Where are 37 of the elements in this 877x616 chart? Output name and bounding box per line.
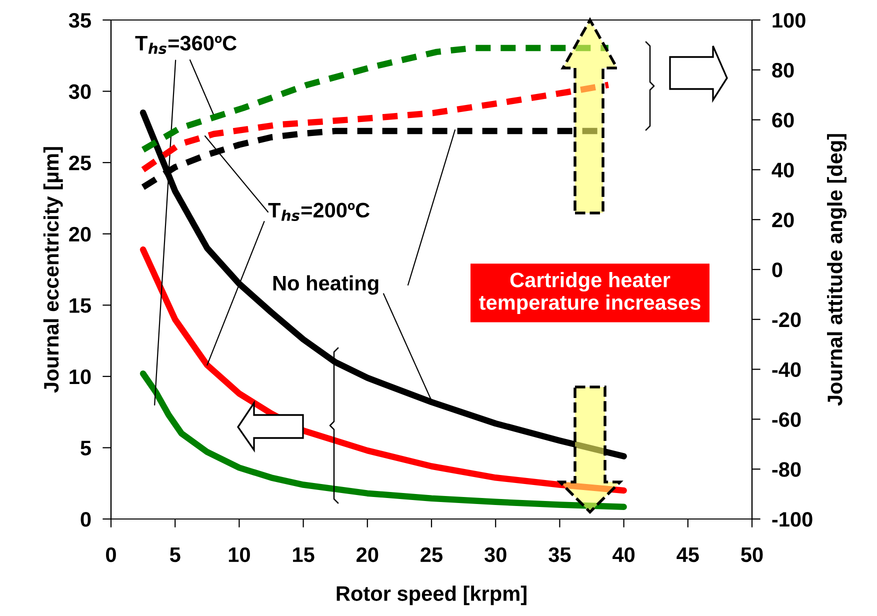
- x-tick-label: 45: [676, 548, 699, 562]
- x-tick-label: 30: [484, 547, 506, 562]
- y2-tick-label: 0: [772, 262, 782, 278]
- y-tick-label: 20: [69, 226, 91, 242]
- x-tick-label: 0: [106, 547, 116, 562]
- y-tick-label: 30: [68, 84, 91, 100]
- x-tick-label: 40: [612, 547, 635, 562]
- x-tick-label: 10: [228, 547, 250, 562]
- annotation: T$_{hs}$=360ºC: [135, 36, 237, 54]
- y2-tick-label: 100: [772, 13, 806, 28]
- x-tick-label: 5: [170, 548, 180, 562]
- y-tick-label: 10: [70, 369, 91, 384]
- x-axis-title: Rotor speed [krpm]: [336, 586, 526, 606]
- y-tick-label: 0: [80, 512, 91, 527]
- annotation: T$_{hs}$=200ºC: [268, 202, 370, 221]
- annotation: No heating: [273, 275, 378, 295]
- y2-tick-label: -20: [772, 312, 801, 328]
- x-tick-label: 35: [548, 547, 571, 562]
- y-tick-label: 15: [70, 298, 91, 313]
- y2-tick-label: -100: [772, 512, 812, 527]
- x-tick-label: 20: [356, 547, 378, 562]
- y2-tick-label: 40: [772, 162, 794, 178]
- y2-tick-label: 20: [772, 212, 794, 228]
- x-tick-label: 25: [420, 547, 443, 562]
- x-tick-label: 15: [293, 548, 314, 562]
- y2-tick-label: -40: [772, 362, 801, 378]
- y2-tick-label: -80: [772, 462, 801, 477]
- y-tick-label: 5: [80, 440, 91, 456]
- y2-axis-title: Journal attitude angle [deg]: [827, 134, 847, 406]
- x-tick-label: 50: [741, 547, 763, 562]
- annotation: Cartridge heater temperature increases: [479, 272, 700, 314]
- y2-tick-label: 60: [772, 112, 794, 128]
- y-tick-label: 35: [68, 13, 91, 28]
- y2-tick-label: 80: [772, 62, 794, 78]
- y-axis-title: Journal eccentricity [µm]: [43, 147, 63, 393]
- y2-tick-label: -60: [772, 412, 801, 427]
- y-tick-label: 25: [69, 156, 91, 170]
